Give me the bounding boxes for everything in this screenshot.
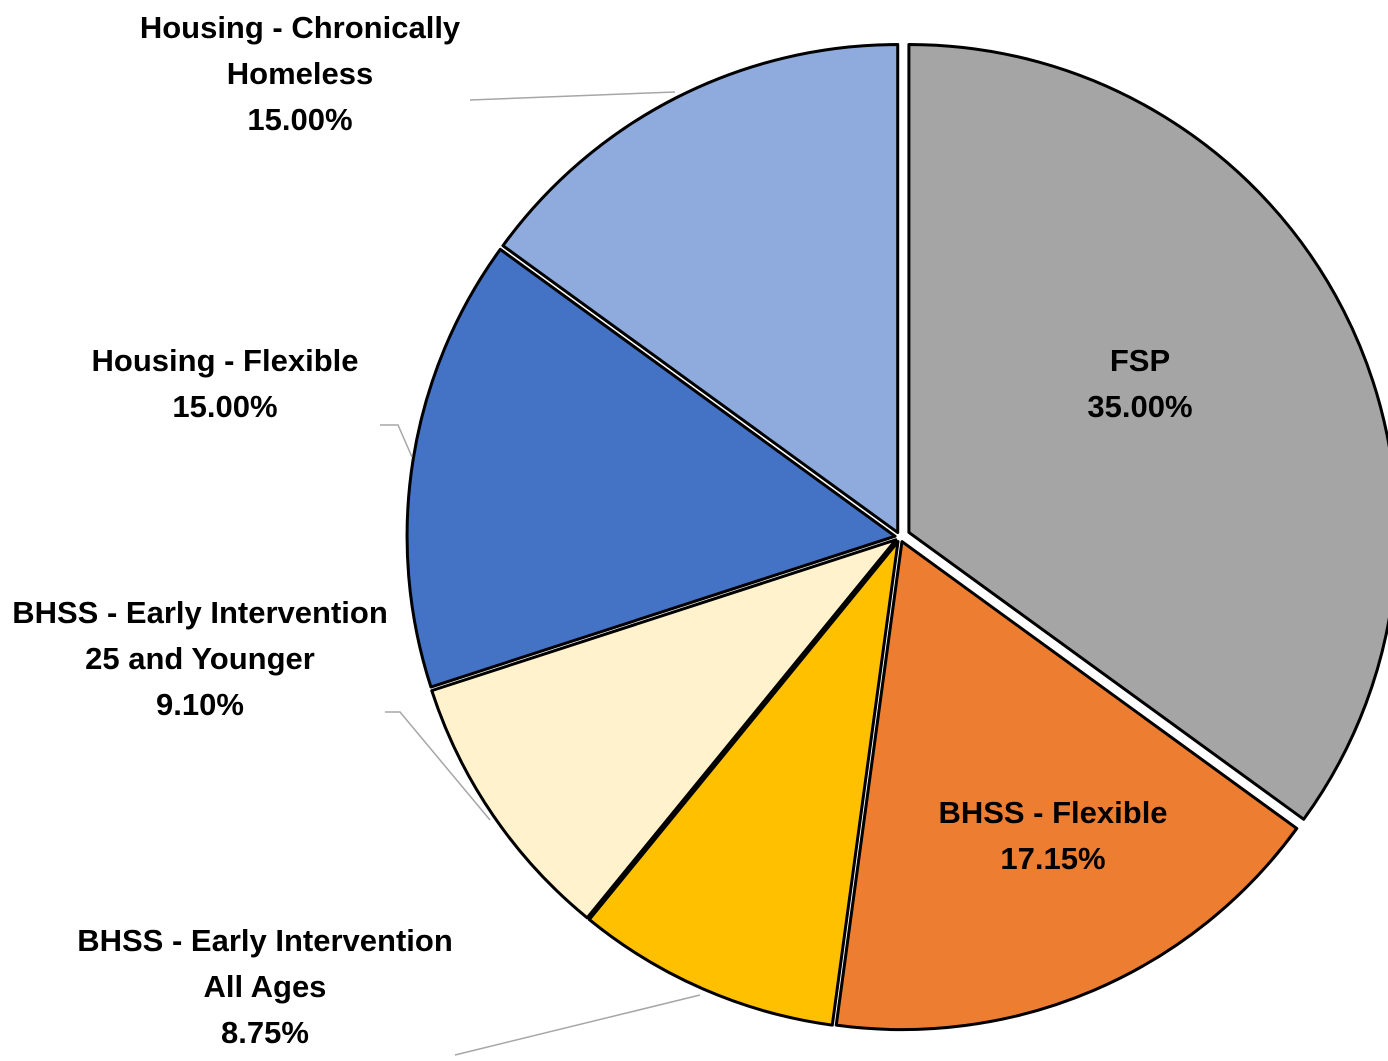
data-label: BHSS - Flexible 17.15% [853,790,1253,882]
value-label: 9.10% [156,687,244,722]
leader-line [385,711,491,821]
data-label: Housing - Flexible 15.00% [15,338,435,430]
category-label: Housing - Flexible [91,343,359,378]
category-label: Housing - Chronically Homeless [139,10,461,91]
value-label: 15.00% [172,389,278,424]
data-label: BHSS - Early Intervention All Ages 8.75% [55,918,475,1056]
data-label: FSP 35.00% [940,338,1340,430]
pie-slice [587,540,900,1027]
data-label: BHSS - Early Intervention 25 and Younger… [10,590,390,728]
pie-slice [430,538,898,920]
value-label: 8.75% [221,1015,309,1050]
category-label: BHSS - Early Intervention All Ages [77,923,453,1004]
pie-slice [907,42,1388,821]
category-label: BHSS - Early Intervention 25 and Younger [12,595,388,676]
value-label: 17.15% [1000,841,1106,876]
pie-slice [405,247,897,689]
value-label: 15.00% [247,102,353,137]
pie-slice [501,43,900,535]
pie-slice [834,540,1299,1032]
category-label: FSP [1109,343,1171,378]
leader-line [469,91,676,101]
category-label: BHSS - Flexible [938,795,1168,830]
value-label: 35.00% [1087,389,1193,424]
data-label: Housing - Chronically Homeless 15.00% [80,5,520,143]
leader-line [454,994,701,1056]
leader-line [380,424,413,458]
